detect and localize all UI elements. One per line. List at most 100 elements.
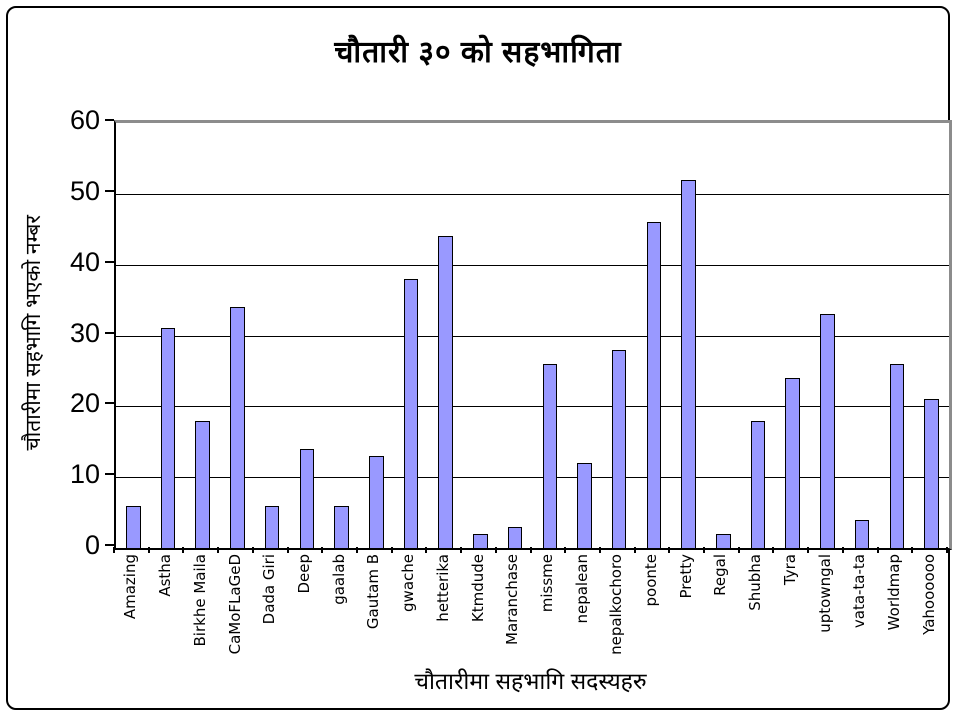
x-label-cell-Ktmdude: Ktmdude bbox=[461, 554, 496, 658]
x-label-cell-Worldmap: Worldmap bbox=[877, 554, 912, 658]
x-label-cell-gaalab: gaalab bbox=[322, 554, 357, 658]
x-label-poonte: poonte bbox=[642, 554, 661, 607]
gridline-50 bbox=[116, 193, 949, 195]
bar-hetterika bbox=[438, 236, 453, 548]
bar-slot-Tyra bbox=[775, 123, 810, 548]
x-label-CaMoFLaGeD: CaMoFLaGeD bbox=[225, 554, 244, 655]
x-label-cell-Pretty: Pretty bbox=[669, 554, 704, 658]
bar-slot-hetterika bbox=[428, 123, 463, 548]
bar-Maranchase bbox=[507, 526, 523, 548]
x-tick-mark-4 bbox=[251, 547, 254, 553]
bar-Regal bbox=[716, 533, 731, 548]
bar-slot-missme bbox=[532, 123, 567, 548]
bar-uptowngal bbox=[820, 314, 835, 548]
x-label-Deep: Deep bbox=[294, 554, 313, 594]
bar-slot-gwache bbox=[394, 123, 429, 548]
bar-Yahoooooo bbox=[924, 399, 939, 548]
bar-slot-Birkhe Maila bbox=[185, 123, 220, 548]
bar-slot-Maranchase bbox=[498, 123, 533, 548]
bar-slot-uptowngal bbox=[810, 123, 845, 548]
y-tick-label-30: 30 bbox=[69, 317, 100, 348]
bar-Dada Giri bbox=[264, 505, 280, 548]
bar-slot-Amazing bbox=[116, 123, 151, 548]
bar-slot-Pretty bbox=[671, 123, 706, 548]
x-label-Regal: Regal bbox=[711, 554, 730, 596]
x-label-cell-nepalkochoro: nepalkochoro bbox=[600, 554, 635, 658]
x-tick-mark-8 bbox=[390, 547, 393, 553]
x-tick-mark-13 bbox=[564, 547, 567, 553]
x-label-Yahoooooo: Yahoooooo bbox=[919, 554, 938, 635]
bar-Birkhe Maila bbox=[195, 420, 211, 548]
x-tick-mark-14 bbox=[598, 547, 601, 553]
bar-Pretty bbox=[681, 179, 696, 548]
x-label-cell-Yahoooooo: Yahoooooo bbox=[912, 554, 947, 658]
x-label-cell-CaMoFLaGeD: CaMoFLaGeD bbox=[218, 554, 253, 658]
y-tick-mark-20 bbox=[105, 402, 114, 405]
chart-frame: चौतारी ३० को सहभागिता चौतारीमा सहभागि भए… bbox=[6, 6, 952, 710]
y-tick-mark-60 bbox=[105, 119, 114, 121]
x-label-nepalean: nepalean bbox=[572, 554, 591, 624]
bar-slot-Gautam B bbox=[359, 123, 394, 548]
bar-slot-Regal bbox=[706, 123, 741, 548]
y-tick-label-60: 60 bbox=[69, 105, 100, 135]
x-label-cell-missme: missme bbox=[530, 554, 565, 658]
bar-Tyra bbox=[785, 378, 800, 548]
x-label-Astha: Astha bbox=[156, 554, 175, 597]
bar-Astha bbox=[160, 328, 176, 548]
x-label-cell-Tyra: Tyra bbox=[773, 554, 808, 658]
y-tick-label-20: 20 bbox=[69, 388, 100, 419]
bar-slot-Yahoooooo bbox=[914, 123, 949, 548]
y-tick-label-10: 10 bbox=[69, 459, 100, 490]
x-label-hetterika: hetterika bbox=[433, 554, 452, 622]
bar-Gautam B bbox=[368, 455, 384, 548]
x-tick-mark-22 bbox=[876, 547, 879, 553]
x-tick-mark-2 bbox=[182, 547, 185, 553]
bar-nepalean bbox=[577, 463, 592, 548]
x-axis-category-labels: Amazing Astha Birkhe Maila CaMoFLaGeD Dada G… bbox=[114, 554, 947, 658]
gridline-10 bbox=[116, 477, 949, 479]
bar-slot-nepalkochoro bbox=[602, 123, 637, 548]
x-label-Pretty: Pretty bbox=[676, 554, 695, 599]
x-label-gaalab: gaalab bbox=[329, 554, 348, 605]
x-tick-mark-12 bbox=[529, 547, 532, 553]
x-tick-mark-19 bbox=[772, 547, 775, 553]
x-label-missme: missme bbox=[537, 554, 556, 613]
y-tick-mark-30 bbox=[105, 331, 114, 334]
y-tick-mark-50 bbox=[105, 189, 114, 192]
bar-slot-Astha bbox=[151, 123, 186, 548]
gridline-30 bbox=[116, 335, 949, 337]
bar-poonte bbox=[646, 222, 662, 548]
x-label-Dada Giri: Dada Giri bbox=[260, 554, 279, 625]
x-label-cell-uptowngal: uptowngal bbox=[808, 554, 843, 658]
x-label-cell-Amazing: Amazing bbox=[114, 554, 149, 658]
bar-Ktmdude bbox=[473, 533, 488, 548]
bar-slot-Ktmdude bbox=[463, 123, 498, 548]
bar-slot-vata-ta-ta bbox=[845, 123, 880, 548]
x-tick-mark-6 bbox=[321, 547, 324, 553]
x-label-Tyra: Tyra bbox=[780, 554, 799, 586]
x-tick-mark-20 bbox=[807, 547, 810, 553]
bar-Deep bbox=[299, 448, 315, 548]
bar-slot-Worldmap bbox=[879, 123, 914, 548]
x-tick-mark-0 bbox=[113, 547, 115, 553]
x-tick-mark-11 bbox=[494, 547, 497, 553]
bar-gaalab bbox=[334, 505, 349, 548]
bar-Shubha bbox=[750, 420, 766, 548]
bar-CaMoFLaGeD bbox=[230, 307, 245, 548]
chart-title: चौतारी ३० को सहभागिता bbox=[334, 36, 622, 69]
x-axis-title: चौतारीमा सहभागि सदस्यहरु bbox=[414, 668, 647, 694]
x-label-Gautam B: Gautam B bbox=[364, 554, 383, 630]
bar-slot-Dada Giri bbox=[255, 123, 290, 548]
x-tick-mark-10 bbox=[460, 547, 463, 553]
bar-Worldmap bbox=[889, 363, 905, 548]
x-tick-mark-16 bbox=[668, 547, 671, 553]
y-tick-mark-40 bbox=[105, 260, 114, 263]
x-label-uptowngal: uptowngal bbox=[815, 554, 834, 633]
x-label-Birkhe Maila: Birkhe Maila bbox=[190, 554, 209, 647]
y-tick-label-0: 0 bbox=[84, 530, 100, 560]
bar-slot-nepalean bbox=[567, 123, 602, 548]
x-tick-mark-24 bbox=[946, 547, 948, 553]
x-label-cell-Birkhe Maila: Birkhe Maila bbox=[183, 554, 218, 658]
x-tick-mark-15 bbox=[633, 547, 636, 553]
x-tick-mark-5 bbox=[286, 547, 289, 553]
